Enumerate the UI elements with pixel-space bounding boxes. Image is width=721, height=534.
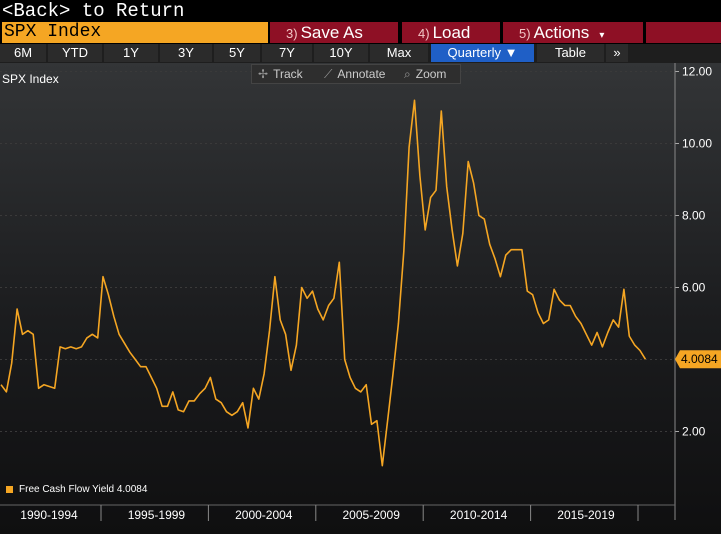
actions-label: Actions xyxy=(533,23,590,42)
x-tick-label: 2015-2019 xyxy=(557,508,615,522)
x-tick-label: 1990-1994 xyxy=(20,508,78,522)
more-button[interactable]: » xyxy=(606,44,628,62)
x-tick-label: 2005-2009 xyxy=(343,508,401,522)
x-tick-label: 2010-2014 xyxy=(450,508,508,522)
range-1y[interactable]: 1Y xyxy=(104,44,158,62)
annotate-label: Annotate xyxy=(337,67,386,81)
y-tick-label: 2.00 xyxy=(682,425,706,439)
track-label: Track xyxy=(273,67,303,81)
legend-label: Free Cash Flow Yield xyxy=(19,484,115,495)
x-tick-label: 2000-2004 xyxy=(235,508,293,522)
security-label: SPX Index xyxy=(2,72,59,86)
ticker-field[interactable]: SPX Index xyxy=(2,22,268,43)
zoom-label: Zoom xyxy=(415,67,447,81)
crosshair-icon: ✢ xyxy=(258,67,269,81)
last-value-label: 4.0084 xyxy=(681,352,718,366)
save-as-number: 3) xyxy=(286,26,298,41)
y-tick-label: 6.00 xyxy=(682,281,706,295)
top-bar: <Back> to Return xyxy=(0,0,721,22)
y-tick-label: 10.00 xyxy=(682,137,712,151)
actions-number: 5) xyxy=(519,26,531,41)
y-tick-label: 8.00 xyxy=(682,209,706,223)
load-label: Load xyxy=(432,23,471,42)
range-7y[interactable]: 7Y xyxy=(262,44,312,62)
chart-legend: Free Cash Flow Yield 4.0084 xyxy=(6,484,147,495)
load-number: 4) xyxy=(418,26,430,41)
range-10y[interactable]: 10Y xyxy=(314,44,368,62)
track-tool[interactable]: ✢ Track xyxy=(258,65,303,83)
chart-area[interactable] xyxy=(0,63,721,534)
save-as-label: Save As xyxy=(300,23,363,42)
range-bar: 6M YTD 1Y 3Y 5Y 7Y 10Y Max Quarterly ▼ T… xyxy=(0,44,721,63)
pencil-icon: ⟋ xyxy=(324,67,333,81)
chart-toolbar: ✢ Track ⟋ Annotate ⌕ Zoom xyxy=(251,64,461,84)
legend-swatch xyxy=(6,485,13,493)
x-tick-label: 1995-1999 xyxy=(128,508,186,522)
annotate-tool[interactable]: ⟋ Annotate xyxy=(324,65,385,83)
actions-button[interactable]: 5) Actions ▾ xyxy=(503,22,643,43)
range-5y[interactable]: 5Y xyxy=(214,44,260,62)
last-value-tag xyxy=(675,350,721,369)
range-max[interactable]: Max xyxy=(370,44,428,62)
chevron-down-icon: ▾ xyxy=(599,30,605,41)
period-dropdown[interactable]: Quarterly ▼ xyxy=(431,44,534,62)
y-tick-label: 12.00 xyxy=(682,65,712,79)
back-link[interactable]: <Back> to Return xyxy=(2,0,185,22)
free-cash-flow-yield-line xyxy=(0,99,647,467)
search-icon: ⌕ xyxy=(404,67,411,81)
table-button[interactable]: Table xyxy=(537,44,604,62)
range-3y[interactable]: 3Y xyxy=(160,44,212,62)
load-button[interactable]: 4) Load xyxy=(402,22,500,43)
zoom-tool[interactable]: ⌕ Zoom xyxy=(404,65,446,83)
legend-value: 4.0084 xyxy=(116,484,148,495)
range-6m[interactable]: 6M xyxy=(0,44,46,62)
command-bar: SPX Index 3) Save As 4) Load 5) Actions ▾ xyxy=(0,22,721,44)
command-bar-filler xyxy=(646,22,721,43)
range-ytd[interactable]: YTD xyxy=(48,44,102,62)
save-as-button[interactable]: 3) Save As xyxy=(270,22,398,43)
